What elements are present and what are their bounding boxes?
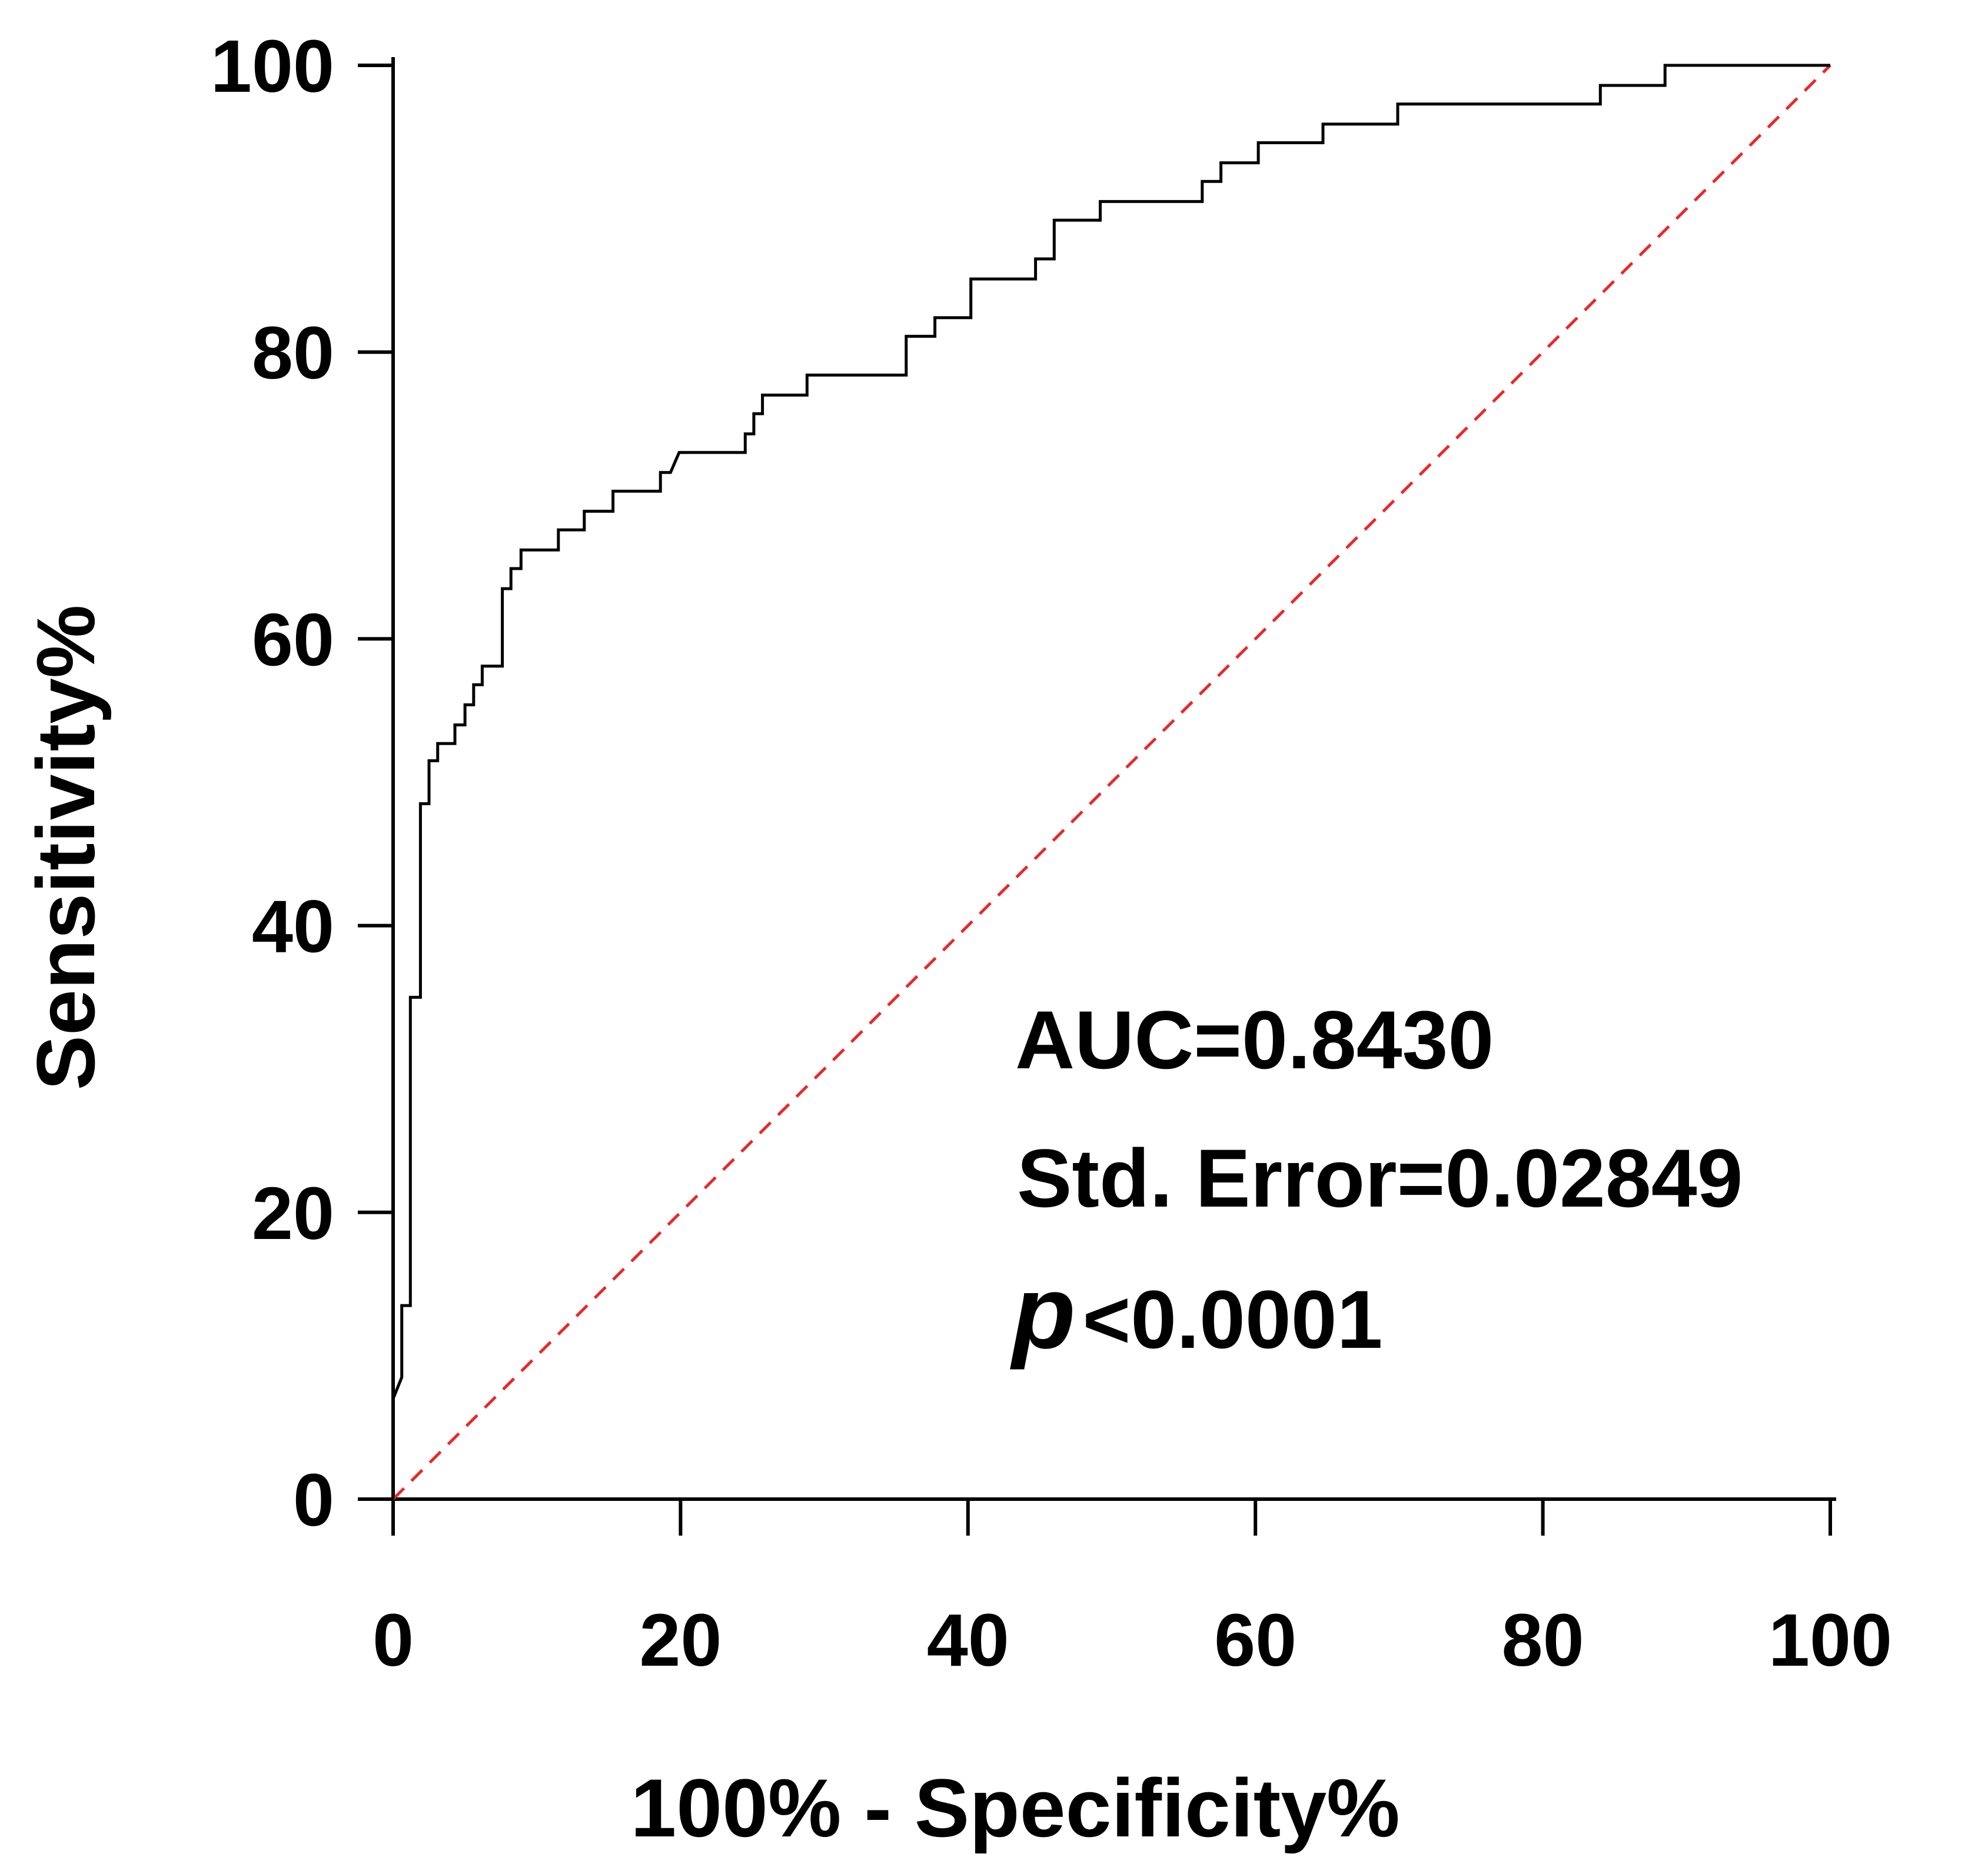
roc-curve-line — [391, 64, 1830, 1499]
p-value-text: p<0.0001 — [1010, 1255, 1382, 1370]
x-axis-title: 100% - Specificity% — [630, 1762, 1399, 1854]
x-tick-label: 60 — [1214, 1599, 1296, 1682]
p-value: <0.0001 — [1083, 1273, 1383, 1366]
y-tick-label: 80 — [252, 311, 334, 394]
auc-text: AUC=0.8430 — [1015, 994, 1494, 1086]
y-tick-label: 0 — [293, 1459, 334, 1542]
y-tick-label: 40 — [252, 885, 334, 968]
p-symbol: p — [1010, 1255, 1076, 1370]
x-tick-label: 40 — [927, 1599, 1009, 1682]
x-tick-label: 80 — [1502, 1599, 1584, 1682]
y-axis-title: Sensitivity% — [19, 605, 112, 1091]
y-tick-label: 20 — [252, 1172, 334, 1255]
x-tick-label: 100 — [1768, 1599, 1892, 1682]
y-tick-label: 60 — [252, 598, 334, 681]
reference-diagonal-line — [392, 64, 1831, 1500]
y-axis-ticks: 0 20 40 60 80 100 — [211, 25, 393, 1542]
x-axis-ticks: 0 20 40 60 80 100 — [373, 1499, 1892, 1682]
x-tick-label: 20 — [639, 1599, 722, 1682]
std-error-text: Std. Error=0.02849 — [1017, 1132, 1743, 1224]
y-tick-label: 100 — [211, 25, 334, 108]
x-tick-label: 0 — [373, 1599, 414, 1682]
